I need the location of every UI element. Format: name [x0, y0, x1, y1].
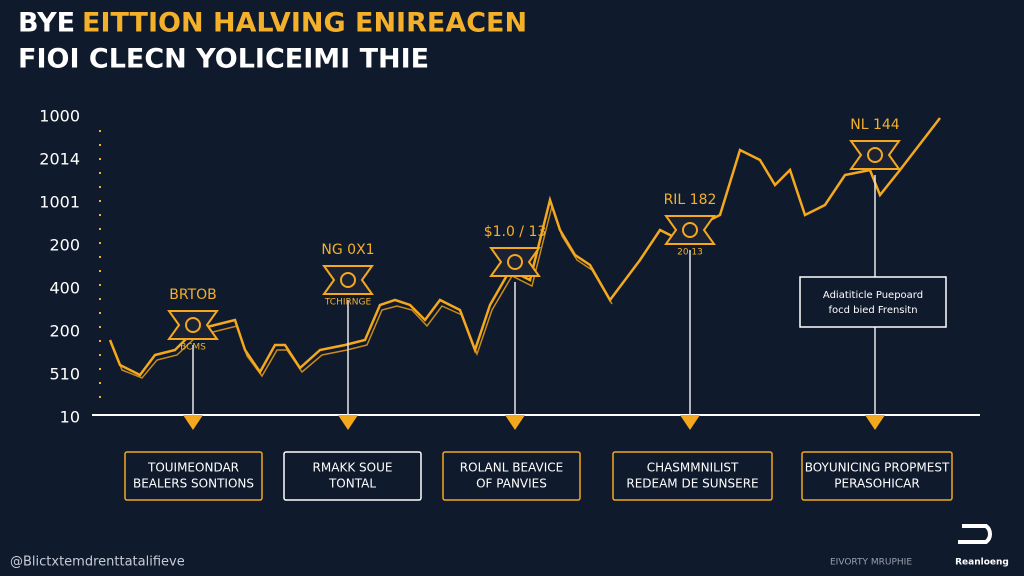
price-line [108, 117, 941, 377]
marker-arrow [183, 415, 203, 430]
footer-left: @Blictxtemdrenttatalifieve [10, 555, 185, 570]
axis-label: 10 [60, 408, 80, 427]
title-prefix: BYE [18, 8, 75, 39]
axis-label: 200 [49, 236, 80, 255]
marker-sublabel: 20 13 [677, 248, 703, 258]
event-text: PERASOHICAR [834, 477, 919, 491]
marker-coin [507, 254, 523, 270]
marker-icon [322, 265, 374, 295]
event-box [283, 451, 422, 501]
event-text: BOYUNICING PROPMEST [805, 461, 950, 475]
marker-arrow [338, 415, 358, 430]
marker-icon [849, 140, 901, 170]
footer-center: EIVORTY MRUPHIE [830, 558, 912, 568]
event-text: TOUIMEONDAR [147, 461, 239, 475]
subtitle: FIOI CLECN YOLICEIMI THIE [18, 44, 429, 75]
marker-arrow [865, 415, 885, 430]
event-box [801, 451, 953, 501]
callout-text: focd bied Frensitn [828, 305, 917, 316]
marker-coin [867, 147, 883, 163]
logo-icon [958, 524, 992, 544]
marker-icon [664, 215, 716, 245]
event-text: REDEAM DE SUNSERE [626, 477, 758, 491]
event-text: OF PANVIES [476, 477, 547, 491]
marker-label: BRTOB [169, 287, 217, 303]
event-text: TONTAL [328, 477, 376, 491]
marker-label: $1.0 / 13 [484, 224, 547, 240]
title: EITTION HALVING ENIREACEN [82, 8, 527, 39]
axis-label: 2014 [39, 150, 80, 169]
event-box [124, 451, 263, 501]
axis-label: 200 [49, 322, 80, 341]
marker-arrow [505, 415, 525, 430]
marker-label: NG 0X1 [321, 242, 374, 258]
marker-label: RIL 182 [664, 192, 717, 208]
logo-text: Reanloeng [955, 558, 1009, 568]
marker-arrow [680, 415, 700, 430]
event-box [612, 451, 773, 501]
event-box [442, 451, 581, 501]
event-text: ROLANL BEAVICE [460, 461, 563, 475]
marker-coin [682, 222, 698, 238]
event-text: CHASMMNILIST [647, 461, 739, 475]
axis-label: 400 [49, 279, 80, 298]
marker-icon [489, 247, 541, 277]
callout-text: Adiatiticle Puepoard [823, 290, 923, 301]
callout-box [799, 276, 947, 328]
marker-sublabel: TCHIRNGE [324, 298, 372, 308]
axis-label: 510 [49, 365, 80, 384]
marker-icon [167, 310, 219, 340]
axis-label: 1001 [39, 193, 80, 212]
event-text: BEALERS SONTIONS [133, 477, 254, 491]
event-text: RMAKK SOUE [313, 461, 393, 475]
axis-label: 1000 [39, 107, 80, 126]
marker-coin [185, 317, 201, 333]
marker-coin [340, 272, 356, 288]
marker-sublabel: BCMS [180, 343, 206, 353]
marker-label: NL 144 [850, 117, 900, 133]
